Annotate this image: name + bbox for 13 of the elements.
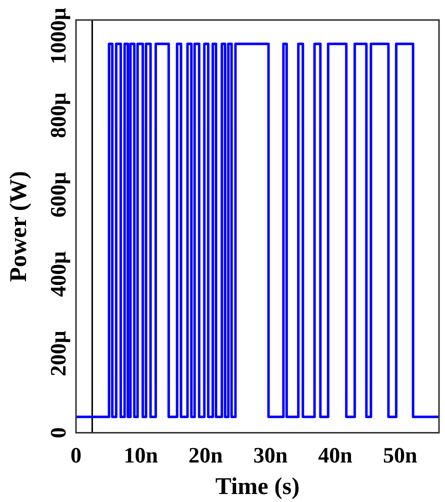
x-tick-label: 40n: [318, 442, 352, 468]
x-tick-label: 30n: [253, 442, 288, 468]
y-tick-label: 600µ: [46, 171, 71, 218]
y-tick-label: 400µ: [46, 250, 71, 297]
y-tick-label: 0: [46, 427, 71, 438]
x-tick-label: 10n: [124, 442, 158, 468]
y-axis-title: Power (W): [6, 170, 32, 282]
x-tick-label: 50n: [382, 442, 418, 468]
x-tick-label: 20n: [188, 442, 223, 468]
x-axis-title: Time (s): [215, 474, 300, 500]
y-tick-label: 800µ: [46, 92, 71, 138]
y-tick-label: 200µ: [46, 330, 71, 376]
y-tick-label: 1000µ: [46, 7, 71, 64]
